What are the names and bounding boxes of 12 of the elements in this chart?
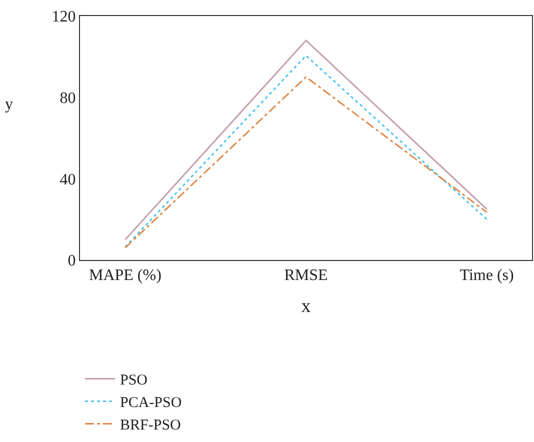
- legend-label: PSO: [120, 372, 148, 389]
- y-tick-label: 80: [60, 90, 76, 107]
- y-tick-label: 0: [68, 252, 76, 270]
- x-tick-label: Time (s): [460, 267, 514, 284]
- x-tick-label: MAPE (%): [88, 267, 162, 284]
- y-axis-title: y: [5, 96, 13, 113]
- y-tick-label: 40: [60, 171, 76, 188]
- x-axis-title: x: [301, 296, 312, 317]
- x-tick-label: RMSE: [284, 267, 328, 284]
- legend-label: BRF-PSO: [120, 418, 182, 434]
- y-tick-label: 120: [52, 8, 76, 26]
- legend-label: PCA-PSO: [120, 395, 182, 412]
